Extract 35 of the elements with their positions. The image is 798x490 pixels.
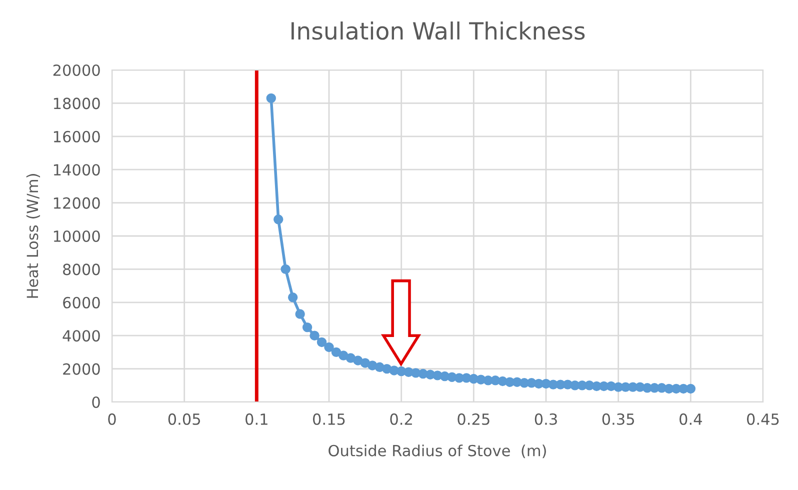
y-tick-label: 18000 xyxy=(54,98,100,110)
chart-title: Insulation Wall Thickness xyxy=(292,22,585,40)
x-tick-label: 0.25 xyxy=(458,413,490,425)
x-tick-label: 0.45 xyxy=(747,413,779,425)
y-tick-label: 0 xyxy=(92,396,100,408)
point xyxy=(331,347,342,358)
point xyxy=(266,93,276,104)
y-tick-label: 2000 xyxy=(63,363,100,375)
point xyxy=(686,384,696,394)
x-tick-label: 0.15 xyxy=(313,413,345,425)
point xyxy=(302,322,312,332)
y-tick-label: 6000 xyxy=(63,296,100,308)
point xyxy=(316,337,327,348)
y-tick-label: 10000 xyxy=(54,230,100,242)
point xyxy=(310,330,320,340)
y-tick-label: 12000 xyxy=(54,197,100,209)
point xyxy=(280,264,290,274)
x-axis-title: Outside Radius of Stove (m) xyxy=(328,444,546,458)
y-tick-label: 8000 xyxy=(63,264,100,276)
point xyxy=(288,292,298,302)
y-axis-title: Heat Loss (W/m) xyxy=(26,174,40,298)
x-tick-label: 0.4 xyxy=(680,413,702,425)
point xyxy=(324,342,334,352)
x-tick-label: 0.1 xyxy=(246,413,268,425)
x-tick-label: 0.2 xyxy=(390,413,412,425)
x-tick-label: 0.35 xyxy=(602,413,634,425)
point xyxy=(295,309,305,319)
x-tick-label: 0 xyxy=(108,413,116,425)
y-tick-label: 4000 xyxy=(62,330,100,342)
x-tick-label: 0.3 xyxy=(534,413,557,425)
y-tick-label: 14000 xyxy=(54,164,100,176)
x-tick-label: 0.05 xyxy=(168,413,200,425)
point xyxy=(274,214,284,224)
y-tick-label: 20000 xyxy=(53,64,100,76)
y-tick-label: 16000 xyxy=(54,130,100,142)
